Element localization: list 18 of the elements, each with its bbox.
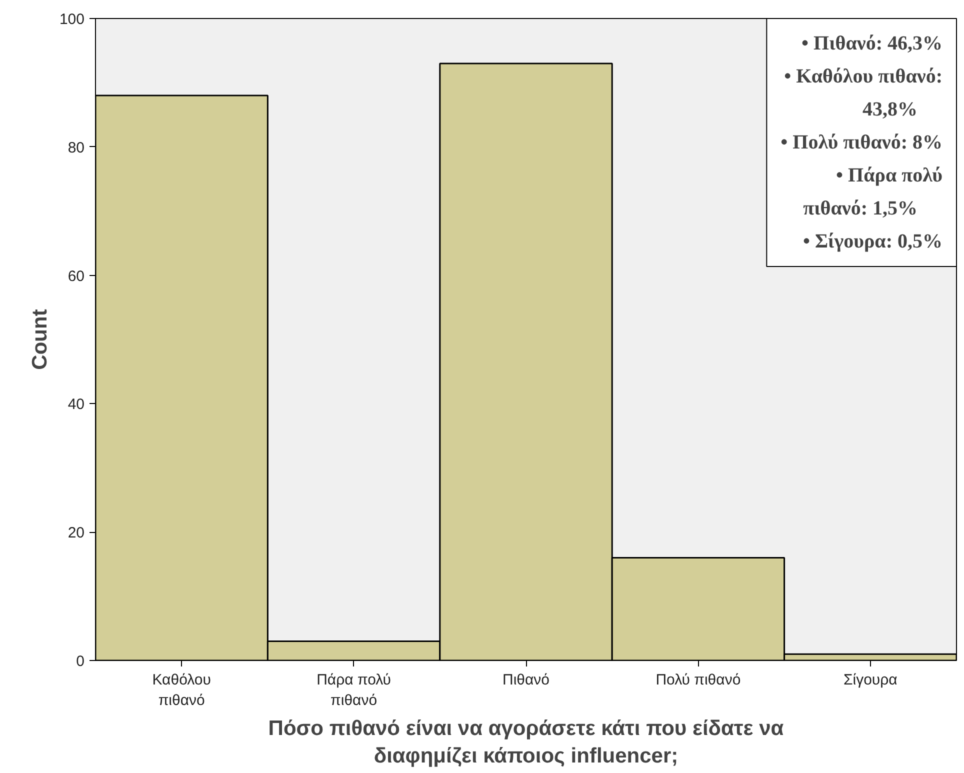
annotation: • Πάρα πολύ πιθανό: 1,5% <box>803 164 943 220</box>
annotation: • Πολύ πιθανό: 8% <box>780 132 943 154</box>
y-tick-label: 60 <box>68 268 85 285</box>
y-axis-title: Count <box>28 309 52 370</box>
y-tick-label: 80 <box>68 139 85 156</box>
x-tick-label: Πάρα πολύ πιθανό <box>316 672 392 709</box>
annotation: • Πιθανό: 46,3% <box>802 32 943 54</box>
y-tick-label: 0 <box>76 653 84 670</box>
annotation: • Καθόλου πιθανό: 43,8% <box>784 66 943 120</box>
y-tick-label: 20 <box>68 524 85 542</box>
y-tick-label: 100 <box>59 11 85 28</box>
x-tick-label: Καθόλου πιθανό <box>152 672 211 709</box>
y-tick-label: 40 <box>68 396 85 414</box>
x-tick-label: Πιθανό <box>502 672 550 688</box>
x-axis-title: Πόσο πιθανό είναι να αγοράσετε κάτι που είδατε να διαφημίζει κάποιος influencer; <box>268 716 784 768</box>
annotation: • Σίγουρα: 0,5% <box>802 230 943 252</box>
x-tick-label: Πολύ πιθανό <box>656 672 741 688</box>
x-tick-label: Σίγουρα <box>843 672 898 688</box>
